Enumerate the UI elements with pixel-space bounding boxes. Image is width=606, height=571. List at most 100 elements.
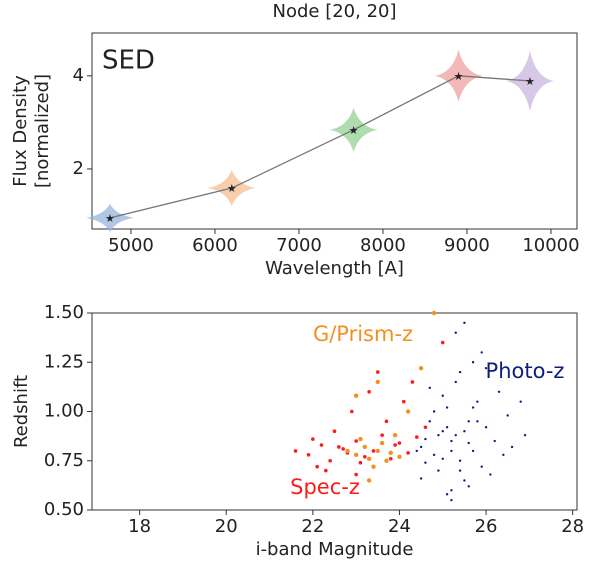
point <box>328 458 332 463</box>
point <box>401 399 406 404</box>
point <box>380 433 384 437</box>
point <box>397 454 402 460</box>
point <box>393 443 397 447</box>
star-marker: ★ <box>349 124 359 137</box>
point <box>367 390 371 394</box>
star-marker: ★ <box>525 75 535 88</box>
point <box>480 351 483 354</box>
point <box>341 447 345 451</box>
point <box>354 472 358 477</box>
point <box>502 453 505 457</box>
point <box>450 498 453 502</box>
point <box>366 478 372 483</box>
point <box>363 455 367 459</box>
point <box>428 386 431 390</box>
point <box>375 448 381 454</box>
x-tick-label: 6000 <box>192 235 238 256</box>
point <box>418 365 424 371</box>
point <box>358 436 363 442</box>
point <box>345 448 350 454</box>
point <box>375 379 381 385</box>
y-tick-label: 4 <box>73 65 84 86</box>
point <box>415 449 418 453</box>
point <box>463 479 466 482</box>
y-tick-label: 1.50 <box>44 302 84 323</box>
point <box>458 459 462 462</box>
point <box>366 456 372 461</box>
point <box>484 366 488 370</box>
point <box>476 420 479 423</box>
y-axis-label: Redshift <box>11 375 32 448</box>
x-tick-label: 9000 <box>444 235 490 256</box>
point <box>467 485 470 488</box>
point <box>471 449 475 453</box>
point <box>392 432 398 438</box>
point <box>306 453 311 457</box>
point <box>353 452 359 458</box>
point <box>405 409 411 414</box>
point <box>353 393 359 398</box>
point <box>419 445 423 449</box>
x-axis-label: Wavelength [A] <box>265 258 404 279</box>
point <box>424 461 427 464</box>
point <box>432 453 436 457</box>
point <box>441 457 444 460</box>
x-tick-label: 22 <box>301 516 324 537</box>
point <box>471 361 475 364</box>
y-axis-label: Flux Density <box>10 75 31 187</box>
point <box>445 426 449 429</box>
point <box>484 426 488 429</box>
point <box>371 449 376 453</box>
point <box>467 441 470 445</box>
series-label: Spec-z <box>290 475 360 499</box>
point <box>354 439 358 443</box>
point <box>431 310 437 316</box>
point <box>362 444 368 450</box>
point <box>358 460 363 465</box>
point <box>350 409 354 414</box>
point <box>440 340 445 345</box>
point <box>523 433 527 437</box>
plot-frame <box>91 32 578 230</box>
violin <box>85 203 134 232</box>
x-tick-label: 28 <box>561 516 584 537</box>
point <box>476 400 479 403</box>
point <box>428 420 431 423</box>
x-tick-label: 5000 <box>108 235 154 256</box>
point <box>324 468 328 473</box>
point <box>379 440 385 446</box>
point <box>419 477 423 480</box>
point <box>437 433 440 437</box>
point <box>458 370 462 374</box>
x-tick-label: 10000 <box>522 235 579 256</box>
point <box>450 489 453 492</box>
point <box>454 380 457 384</box>
point <box>450 439 453 443</box>
x-tick-label: 26 <box>475 516 498 537</box>
star-marker: ★ <box>105 212 115 225</box>
point <box>437 469 440 472</box>
y-tick-label: 0.75 <box>44 450 84 471</box>
y-axis-label: [normalized] <box>32 74 53 188</box>
point <box>388 450 393 456</box>
point <box>423 425 428 430</box>
x-tick-label: 24 <box>388 516 411 537</box>
point <box>319 443 324 447</box>
x-tick-label: 8000 <box>360 235 406 256</box>
point <box>371 464 376 469</box>
point <box>497 390 501 393</box>
y-tick-label: 1.25 <box>44 351 84 372</box>
point <box>376 370 380 374</box>
point <box>311 437 315 441</box>
series-label: Photo-z <box>486 359 565 383</box>
point <box>384 419 389 424</box>
x-tick-label: 18 <box>128 516 151 537</box>
point <box>337 445 341 449</box>
point <box>315 464 319 469</box>
point <box>388 456 393 461</box>
annotation: SED <box>102 46 155 76</box>
point <box>384 458 389 463</box>
point <box>510 445 514 449</box>
x-tick-label: 20 <box>215 516 238 537</box>
